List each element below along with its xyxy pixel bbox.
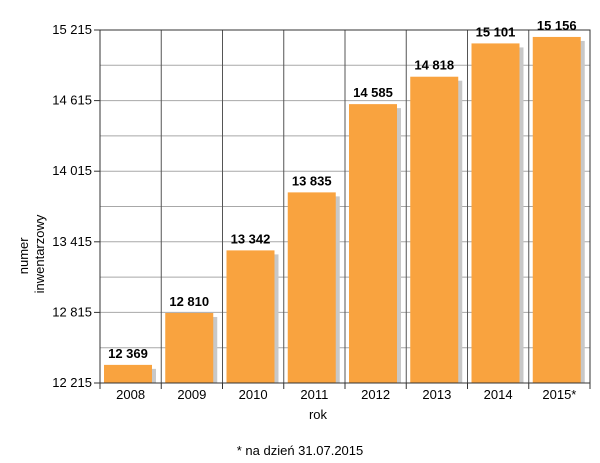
x-tick-label: 2008 xyxy=(116,387,145,402)
y-tick-label: 13 415 xyxy=(52,234,92,249)
x-axis-ticks: 2008 2009 2010 2011 2012 2013 2014 2015* xyxy=(99,383,591,402)
bar xyxy=(471,43,520,383)
data-label: 13 342 xyxy=(231,231,271,246)
bar xyxy=(104,364,152,383)
y-tick-label: 14 615 xyxy=(52,93,92,108)
x-tick-label: 2010 xyxy=(239,387,268,402)
bar xyxy=(349,104,397,383)
data-label: 12 369 xyxy=(108,346,148,361)
x-tick-label: 2015* xyxy=(542,387,576,402)
data-label: 14 585 xyxy=(353,85,393,100)
bar xyxy=(165,312,214,383)
bars xyxy=(104,36,581,384)
bar xyxy=(226,250,275,383)
data-labels: 12 369 12 810 13 342 13 835 14 585 14 818 15 1… xyxy=(108,18,577,361)
x-tick-label: 2012 xyxy=(361,387,390,402)
data-label: 15 156 xyxy=(537,18,577,33)
x-tick-label: 2013 xyxy=(422,387,451,402)
bar xyxy=(532,36,581,384)
data-label: 12 810 xyxy=(169,294,209,309)
gridlines xyxy=(100,30,590,383)
y-tick-label: 12 815 xyxy=(52,304,92,319)
x-tick-label: 2011 xyxy=(300,387,328,402)
bar xyxy=(287,192,336,383)
y-tick-label: 12 215 xyxy=(52,375,92,390)
x-tick-label: 2009 xyxy=(177,387,206,402)
footnote: * na dzień 31.07.2015 xyxy=(237,443,364,458)
bar xyxy=(410,76,459,383)
y-axis-title-line-2: inwentarzowy xyxy=(32,214,47,293)
data-label: 14 818 xyxy=(414,58,454,73)
y-tick-label: 15 215 xyxy=(52,22,92,37)
x-axis-title: rok xyxy=(309,407,328,422)
y-axis-ticks: 12 215 12 815 13 415 14 015 14 615 15 215 xyxy=(52,22,100,390)
y-axis-title-line-1: numer xyxy=(16,237,31,275)
data-label: 13 835 xyxy=(292,173,332,188)
y-tick-label: 14 015 xyxy=(52,163,92,178)
y-axis-title: numer inwentarzowy xyxy=(16,214,47,293)
data-label: 15 101 xyxy=(476,24,516,39)
x-tick-label: 2014 xyxy=(484,387,513,402)
